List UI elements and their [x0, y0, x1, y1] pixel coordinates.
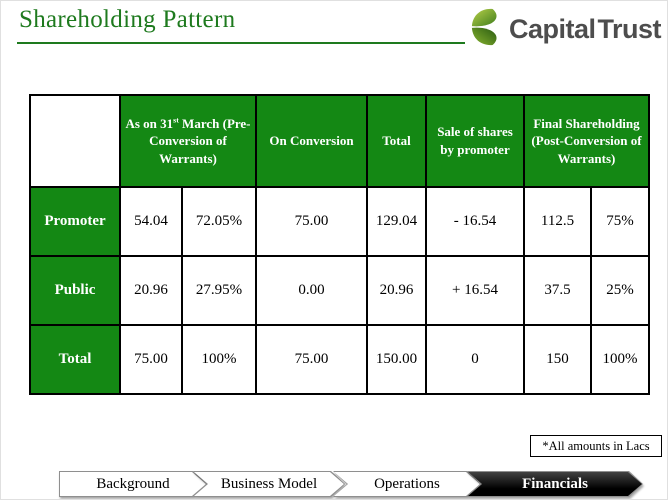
table-cell: 37.5 — [523, 255, 592, 326]
title-underline — [17, 42, 465, 44]
page-title: Shareholding Pattern — [19, 6, 236, 33]
amounts-note: *All amounts in Lacs — [530, 435, 662, 457]
table-cell: 112.5 — [523, 186, 592, 257]
table-cell: 75.00 — [255, 324, 368, 395]
header-text: (Pre-Conversion of Warrants) — [149, 115, 251, 166]
table-cell: 75% — [590, 186, 650, 257]
logo-word-capital: Capital — [508, 14, 596, 44]
capital-trust-logo: CapitalTrust — [471, 7, 661, 52]
shareholding-table: As on 31st March (Pre-Conversion of Warr… — [29, 94, 650, 395]
header-sale-of-shares: Sale of shares by promoter — [425, 94, 525, 188]
nav-tab-operations[interactable]: Operations — [333, 471, 481, 497]
table-cell: 0.00 — [255, 255, 368, 326]
table-cell: 20.96 — [366, 255, 427, 326]
table-cell: - 16.54 — [425, 186, 525, 257]
table-cell: 25% — [590, 255, 650, 326]
header-total: Total — [366, 94, 427, 188]
header-superscript: st — [173, 115, 179, 125]
nav-tab-label: Background — [60, 472, 206, 496]
corner-cell — [29, 94, 121, 188]
nav-tab-label: Business Model — [194, 472, 344, 496]
table-cell: 100% — [181, 324, 257, 395]
row-label: Promoter — [29, 186, 121, 257]
table-cell: 72.05% — [181, 186, 257, 257]
nav-tab-background[interactable]: Background — [59, 471, 207, 497]
table-row-promoter: Promoter 54.04 72.05% 75.00 129.04 - 16.… — [29, 186, 650, 257]
table-cell: 27.95% — [181, 255, 257, 326]
table-cell: 20.96 — [119, 255, 183, 326]
header-on-conversion: On Conversion — [255, 94, 368, 188]
table-cell: 54.04 — [119, 186, 183, 257]
section-nav: Background Business Model Operations Fin… — [1, 470, 668, 498]
row-label: Public — [29, 255, 121, 326]
header-text: March — [178, 115, 223, 131]
logo-word-trust: Trust — [597, 14, 661, 44]
header-final-shareholding: Final Shareholding (Post-Conversion of W… — [523, 94, 650, 188]
logo-wordmark: CapitalTrust — [508, 14, 662, 44]
table-cell: 75.00 — [119, 324, 183, 395]
table-cell: 150.00 — [366, 324, 427, 395]
table-cell: 129.04 — [366, 186, 427, 257]
table-cell: 75.00 — [255, 186, 368, 257]
table-cell: + 16.54 — [425, 255, 525, 326]
nav-tab-business-model[interactable]: Business Model — [193, 471, 345, 497]
table-cell: 0 — [425, 324, 525, 395]
table-cell: 150 — [523, 324, 592, 395]
nav-tab-label: Operations — [334, 472, 480, 496]
leaf-logo-icon — [471, 7, 507, 52]
nav-tab-label: Financials — [468, 472, 642, 496]
header-as-on-march: As on 31st March (Pre-Conversion of Warr… — [119, 94, 257, 188]
table-cell: 100% — [590, 324, 650, 395]
row-label: Total — [29, 324, 121, 395]
nav-tab-financials[interactable]: Financials — [467, 471, 643, 497]
table-row-total: Total 75.00 100% 75.00 150.00 0 150 100% — [29, 324, 650, 395]
header-text: As on 31 — [125, 115, 174, 131]
table-row-public: Public 20.96 27.95% 0.00 20.96 + 16.54 3… — [29, 255, 650, 326]
